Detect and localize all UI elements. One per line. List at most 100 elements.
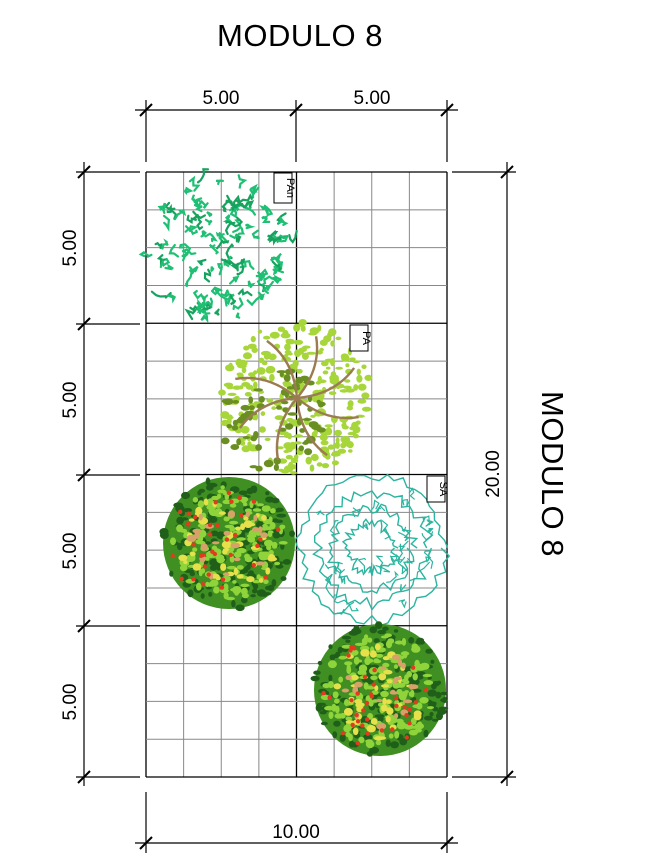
shrub-leaf-dark bbox=[440, 698, 448, 703]
sa-squiggle bbox=[406, 557, 413, 565]
shrub-fruit bbox=[186, 511, 191, 516]
shrub-branch bbox=[192, 528, 202, 534]
shrub-leaf-light bbox=[327, 681, 334, 689]
shrub-leaf-light bbox=[236, 547, 247, 554]
pa-leaf-dark bbox=[242, 436, 251, 439]
shrub-leaf-yellow bbox=[215, 576, 221, 581]
pa-leaf bbox=[353, 384, 359, 391]
shrub-fruit bbox=[219, 585, 225, 590]
shrub-fruit bbox=[251, 562, 256, 568]
shrub-fruit bbox=[215, 522, 220, 528]
sa-squiggle bbox=[426, 527, 434, 533]
shrub-leaf-yellow bbox=[343, 707, 353, 716]
sa-squiggle bbox=[425, 556, 434, 569]
shrub-leaf-light bbox=[346, 666, 352, 674]
shrub-leaf-light bbox=[263, 579, 269, 585]
shrub-leaf-light bbox=[226, 565, 237, 570]
shrub-leaf-light bbox=[373, 659, 382, 664]
pa-leaf bbox=[253, 381, 258, 389]
shrub-leaf-light bbox=[367, 637, 373, 643]
sa-squiggle bbox=[423, 550, 432, 559]
shrub-fruit bbox=[368, 692, 374, 697]
pan-squiggle bbox=[196, 214, 204, 231]
pa-leaf bbox=[227, 392, 237, 396]
dim-top-tick-2 bbox=[289, 103, 303, 117]
pa-leaf bbox=[228, 414, 233, 420]
pa-leaf bbox=[357, 383, 367, 391]
shrub-branch bbox=[200, 543, 208, 551]
pa-leaf-dark bbox=[230, 444, 240, 450]
shrub-branch bbox=[252, 527, 260, 533]
shrub-leaf-light bbox=[345, 716, 353, 721]
dim-left-label-1: 5.00 bbox=[60, 230, 81, 267]
shrub-fruit bbox=[255, 543, 260, 549]
dim-left-tick-3 bbox=[77, 468, 91, 482]
pa-leaf bbox=[241, 367, 247, 374]
pa-leaf bbox=[356, 368, 361, 375]
pa-leaf bbox=[322, 370, 329, 375]
sa-squiggle bbox=[409, 561, 431, 582]
pan-squiggle bbox=[200, 310, 209, 324]
shrub-leaf-light bbox=[414, 722, 424, 730]
pan-squiggle bbox=[236, 258, 246, 277]
shrub-leaf-dark bbox=[373, 638, 380, 644]
shrub-leaf-dark bbox=[159, 531, 169, 539]
pa-leaf-dark bbox=[287, 412, 298, 416]
shrub-leaf-dark bbox=[275, 564, 284, 569]
shrub-leaf-dark bbox=[251, 485, 258, 494]
sa-squiggle bbox=[389, 555, 406, 564]
pa-leaf bbox=[335, 336, 342, 341]
dimension-labels: 5.00 5.00 5.00 5.00 5.00 5.00 20.00 10.0… bbox=[60, 88, 504, 843]
shrub-branch bbox=[380, 666, 387, 670]
sa-squiggle bbox=[376, 504, 386, 514]
shrub-leaf-dark bbox=[438, 706, 449, 710]
pan-squiggle bbox=[150, 290, 172, 300]
pan-squiggle bbox=[277, 234, 289, 243]
shrub-fruit bbox=[229, 499, 234, 504]
pa-leaf-dark bbox=[285, 423, 294, 430]
shrub-leaf-dark bbox=[315, 704, 323, 712]
shrub-branch bbox=[401, 662, 406, 669]
pa-leaf bbox=[341, 425, 349, 430]
shrub-leaf-light bbox=[199, 523, 206, 530]
pan-squiggle bbox=[200, 301, 213, 310]
pan-squiggle bbox=[214, 289, 232, 301]
shrub-leaf-yellow bbox=[352, 727, 359, 736]
sa-squiggle bbox=[333, 596, 351, 606]
shrub-leaf-dark bbox=[265, 491, 270, 496]
shrub-fruit bbox=[193, 514, 198, 520]
pa-leaf bbox=[293, 434, 303, 438]
pa-branch bbox=[296, 336, 319, 399]
tag-pa: PA bbox=[349, 324, 372, 352]
dim-left-label-2: 5.00 bbox=[60, 382, 81, 419]
shrub-fruit bbox=[238, 512, 244, 518]
shrub-leaf-light bbox=[236, 537, 246, 541]
pan-squiggle bbox=[173, 208, 187, 221]
shrub-leaf-light bbox=[353, 656, 360, 665]
shrub-leaf-light bbox=[232, 580, 237, 584]
dim-top-right-label: 5.00 bbox=[354, 88, 391, 109]
pan-squiggle bbox=[215, 179, 224, 185]
shrub-leaf-dark bbox=[262, 592, 272, 596]
shrub-leaf-dark bbox=[328, 674, 333, 682]
shrub-leaf-dark bbox=[273, 534, 280, 539]
sa-squiggle bbox=[425, 519, 435, 527]
pa-leaf bbox=[328, 391, 337, 395]
shrub-fruit bbox=[390, 727, 395, 732]
pa-leaf bbox=[335, 366, 343, 370]
pa-leaf bbox=[298, 347, 308, 353]
shrub-leaf-yellow bbox=[220, 563, 227, 571]
pan-squiggle bbox=[159, 257, 171, 269]
pa-leaf bbox=[347, 400, 354, 408]
pa-leaf bbox=[325, 366, 331, 370]
shrub-leaf-light bbox=[419, 697, 429, 704]
pa-leaf-dark bbox=[263, 459, 274, 468]
shrub-leaf-dark bbox=[265, 585, 272, 591]
tag-pan-text: PAn bbox=[284, 178, 296, 198]
shrub-leaf-dark bbox=[431, 681, 440, 687]
pa-leaf bbox=[269, 331, 280, 339]
pa-leaf bbox=[278, 468, 285, 472]
pan-squiggle bbox=[257, 268, 269, 277]
shrub-leaf-yellow bbox=[380, 704, 388, 712]
